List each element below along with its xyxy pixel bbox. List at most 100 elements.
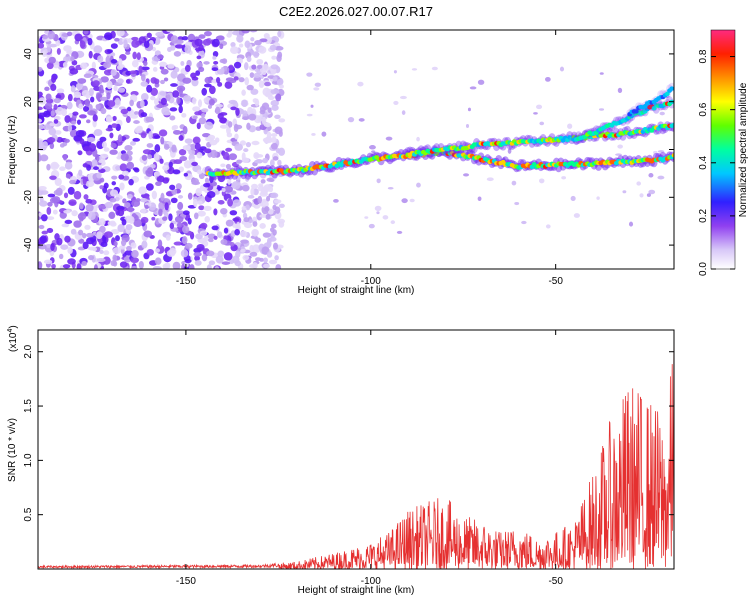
heatmap-cell: [240, 239, 249, 244]
heatmap-cell: [209, 139, 218, 146]
heatmap-cell: [256, 58, 264, 65]
heatmap-cell: [200, 113, 206, 118]
heatmap-cell: [172, 124, 179, 130]
heatmap-cell: [200, 222, 208, 229]
heatmap-cell: [203, 83, 212, 88]
heatmap-cell: [42, 124, 52, 131]
heatmap-cell: [196, 152, 203, 159]
y-multiplier: (x104): [7, 325, 19, 352]
heatmap-cell: [253, 72, 261, 79]
heatmap-cell: [83, 30, 89, 35]
heatmap-cell: [158, 208, 163, 217]
heatmap-cell: [278, 118, 286, 123]
heatmap-cell: [229, 210, 238, 216]
heatmap-cell: [40, 214, 48, 222]
heatmap-cell: [249, 244, 254, 253]
heatmap-cell: [573, 213, 580, 218]
heatmap-cell: [231, 181, 241, 190]
colorbar-tick-label: 0.4: [698, 155, 709, 169]
heatmap-cell: [154, 248, 161, 253]
heatmap-cell: [249, 251, 258, 257]
heatmap-cell: [254, 39, 262, 46]
heatmap-cell: [124, 202, 131, 209]
bottom-y-ticks: 0.5 1.0 1.5 2.0: [23, 344, 674, 522]
heatmap-cell: [55, 187, 63, 196]
heatmap-cell: [187, 217, 192, 225]
bottom-y-tick-label: 0.5: [23, 507, 34, 521]
heatmap-cell: [227, 121, 233, 128]
heatmap-cell: [182, 210, 190, 215]
heatmap-cell: [230, 41, 236, 48]
heatmap-cell: [221, 58, 228, 64]
heatmap-cell: [274, 255, 279, 261]
heatmap-cell: [46, 44, 51, 53]
heatmap-cell: [671, 122, 674, 128]
heatmap-cell: [133, 120, 140, 125]
heatmap-cell: [47, 201, 53, 207]
heatmap-cell: [477, 79, 485, 85]
heatmap-cell: [559, 66, 565, 72]
heatmap-cell: [92, 80, 100, 87]
heatmap-cell: [45, 93, 52, 101]
heatmap-cell: [88, 87, 94, 97]
heatmap-cell: [259, 38, 268, 43]
heatmap-cell: [42, 34, 48, 40]
heatmap-cell: [71, 59, 78, 66]
heatmap-cell: [140, 132, 147, 139]
heatmap-cell: [166, 30, 176, 33]
heatmap-cell: [201, 253, 208, 262]
heatmap-cell: [213, 60, 219, 65]
heatmap-cell: [242, 254, 250, 261]
heatmap-cell: [486, 177, 494, 182]
heatmap-cell: [246, 84, 254, 91]
heatmap-cell: [511, 180, 517, 186]
top-x-tick-label: -100: [361, 276, 381, 287]
heatmap-cell: [382, 215, 389, 220]
heatmap-cell: [162, 164, 170, 171]
heatmap-cell: [255, 257, 262, 262]
heatmap-cell: [168, 213, 173, 222]
heatmap-cell: [216, 231, 223, 238]
heatmap-cell: [250, 37, 255, 42]
heatmap-cell: [83, 73, 92, 79]
heatmap-cell: [170, 197, 178, 204]
heatmap-cell: [204, 121, 214, 130]
heatmap-cell: [467, 107, 471, 112]
heatmap-cell: [124, 145, 133, 151]
heatmap-cell: [216, 77, 221, 84]
heatmap-cell: [121, 239, 127, 247]
top-x-axis-label: Height of straight line (km): [298, 285, 415, 296]
heatmap-cell: [277, 159, 282, 166]
heatmap-cell: [401, 110, 406, 115]
heatmap-cell: [60, 244, 69, 250]
heatmap-cell: [357, 81, 364, 87]
heatmap-cell: [238, 43, 244, 48]
heatmap-cell: [648, 189, 656, 195]
heatmap-cell: [81, 232, 87, 239]
heatmap-cell: [204, 177, 210, 184]
heatmap-cell: [38, 106, 43, 111]
heatmap-cell: [82, 176, 87, 185]
heatmap-cell: [105, 116, 113, 123]
heatmap-cell: [153, 153, 160, 161]
bottom-x-tick-label: -50: [548, 576, 563, 587]
heatmap-cell: [259, 109, 266, 115]
heatmap-cell: [178, 135, 184, 141]
heatmap-cell: [48, 43, 58, 48]
heatmap-cell: [99, 84, 104, 92]
heatmap-cell: [374, 205, 382, 212]
heatmap-cell: [116, 205, 125, 211]
heatmap-cell: [56, 88, 65, 94]
heatmap-cell: [241, 184, 250, 192]
heatmap-cell: [163, 143, 170, 150]
heatmap-cell: [75, 83, 82, 89]
heatmap-cell: [236, 221, 241, 230]
heatmap-cell: [261, 69, 267, 76]
heatmap-cell: [79, 202, 84, 210]
heatmap-cell: [142, 149, 152, 155]
heatmap-cell: [126, 106, 132, 112]
heatmap-cell: [51, 196, 61, 203]
heatmap-cell: [67, 186, 75, 195]
heatmap-cell: [272, 204, 277, 211]
heatmap-cell: [106, 92, 111, 100]
